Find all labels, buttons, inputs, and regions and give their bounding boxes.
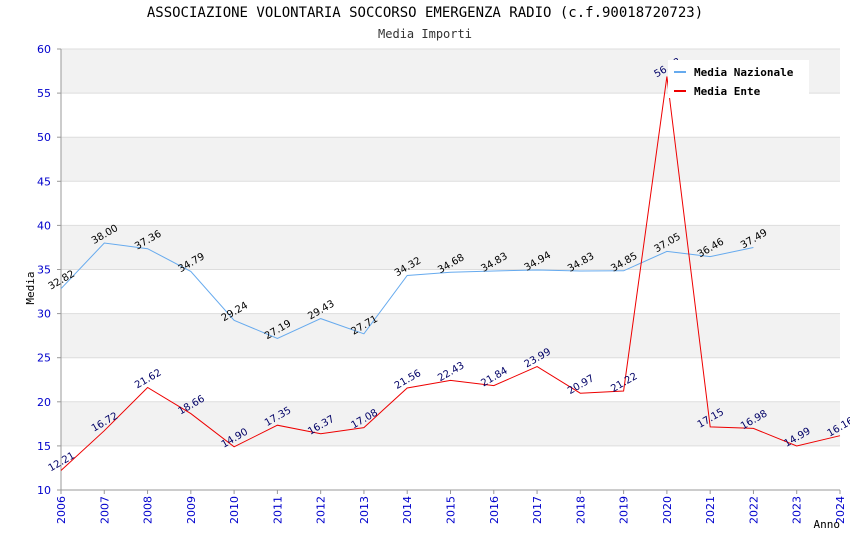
plot-band <box>61 313 840 358</box>
x-tick-label: 2013 <box>358 496 371 524</box>
x-tick-label: 2015 <box>445 496 458 524</box>
x-tick-label: 2022 <box>747 496 760 524</box>
x-tick-label: 2007 <box>98 496 111 524</box>
x-tick-label: 2017 <box>531 496 544 524</box>
legend-label-media-ente: Media Ente <box>694 85 761 98</box>
y-tick-label: 45 <box>37 175 51 188</box>
legend-label-media-nazionale: Media Nazionale <box>694 66 794 79</box>
y-tick-label: 35 <box>37 264 51 277</box>
legend-box <box>668 60 809 98</box>
y-tick-label: 55 <box>37 87 51 100</box>
plot-band <box>61 181 840 226</box>
x-tick-label: 2009 <box>185 496 198 524</box>
y-tick-label: 10 <box>37 484 51 497</box>
x-tick-label: 2019 <box>618 496 631 524</box>
plot-band <box>61 93 840 138</box>
y-tick-label: 40 <box>37 219 51 232</box>
y-tick-label: 20 <box>37 396 51 409</box>
chart-title: ASSOCIAZIONE VOLONTARIA SOCCORSO EMERGEN… <box>146 5 704 21</box>
plot-band <box>61 225 840 270</box>
x-tick-label: 2023 <box>791 496 804 524</box>
plot-band <box>61 137 840 182</box>
x-tick-label: 2011 <box>271 496 284 524</box>
x-tick-label: 2020 <box>661 496 674 524</box>
plot-band <box>61 445 840 490</box>
y-tick-label: 30 <box>37 308 51 321</box>
y-tick-label: 60 <box>37 43 51 56</box>
y-axis-label: Media <box>24 271 37 304</box>
x-tick-label: 2014 <box>401 496 414 524</box>
y-tick-label: 50 <box>37 131 51 144</box>
x-tick-label: 2006 <box>55 496 68 524</box>
x-axis-label: Anno <box>814 518 841 531</box>
x-tick-label: 2016 <box>488 496 501 524</box>
x-tick-label: 2024 <box>834 496 847 524</box>
y-tick-label: 15 <box>37 440 51 453</box>
y-tick-label: 25 <box>37 352 51 365</box>
plot-band <box>61 269 840 314</box>
plot-band <box>61 357 840 402</box>
x-tick-label: 2021 <box>704 496 717 524</box>
series-line-media-nazionale <box>60 242 754 339</box>
x-tick-label: 2010 <box>228 496 241 524</box>
chart-subtitle: Media Importi <box>378 27 472 41</box>
x-tick-label: 2008 <box>142 496 155 524</box>
x-tick-label: 2012 <box>315 496 328 524</box>
x-tick-label: 2018 <box>574 496 587 524</box>
series-line-media-ente <box>60 76 841 471</box>
